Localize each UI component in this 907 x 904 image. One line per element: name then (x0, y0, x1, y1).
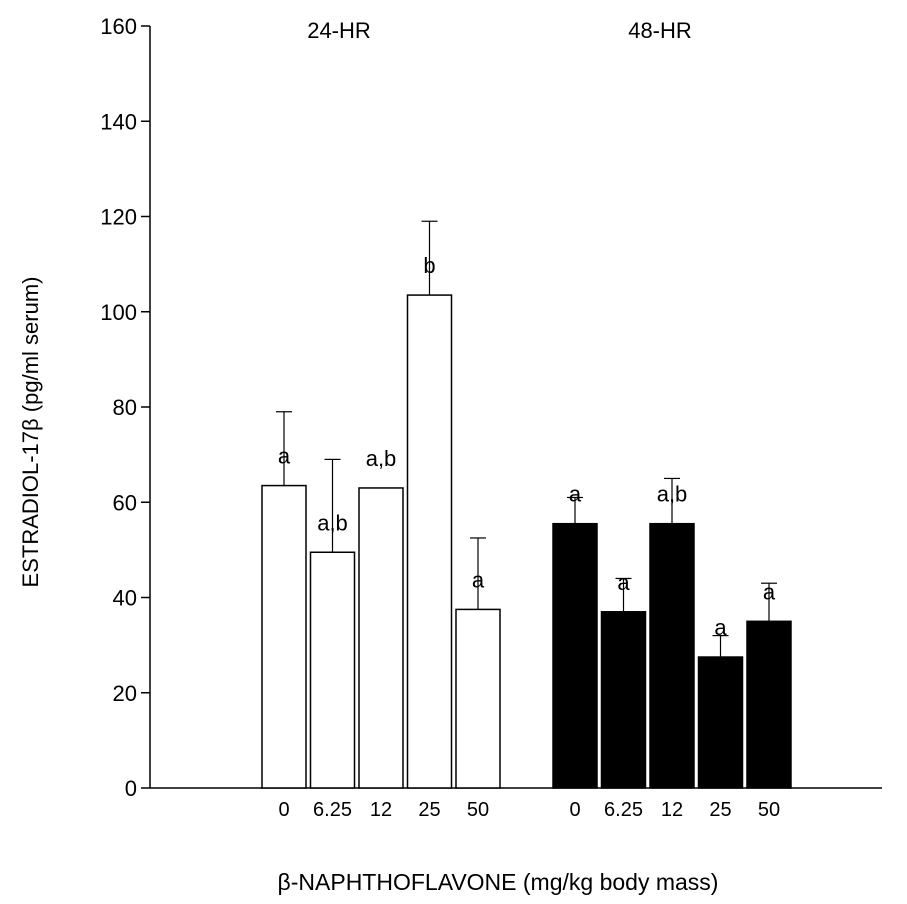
x-tick-label: 50 (467, 799, 489, 821)
bar (309, 551, 356, 789)
significance-letter: a,b (317, 510, 348, 535)
y-axis-label: ESTRADIOL-17β (pg/ml serum) (18, 277, 43, 588)
x-tick-label: 25 (709, 799, 731, 821)
significance-letter: a,b (366, 446, 397, 471)
x-tick-label: 12 (370, 799, 392, 821)
y-tick-label: 20 (113, 681, 137, 706)
bar (358, 487, 404, 789)
bar (552, 522, 598, 789)
significance-letter: a (569, 482, 582, 507)
bar (406, 294, 453, 789)
x-tick-label: 50 (758, 799, 780, 821)
bar (455, 608, 501, 789)
group-label: 24-HR (307, 18, 371, 43)
significance-letter: a (472, 567, 485, 592)
significance-letter: a (763, 579, 776, 604)
bar (697, 656, 744, 789)
x-tick-label: 0 (278, 799, 289, 821)
significance-letter: a (714, 615, 727, 640)
y-tick-label: 140 (100, 109, 137, 134)
bars (261, 220, 792, 789)
bar (649, 522, 695, 789)
significance-letter: a (617, 570, 630, 595)
y-tick-label: 60 (113, 490, 137, 515)
significance-letter: a (278, 444, 291, 469)
significance-letter: b (423, 253, 435, 278)
x-tick-label: 25 (418, 799, 440, 821)
y-tick-label: 40 (113, 586, 137, 611)
group-label: 48-HR (628, 18, 692, 43)
x-axis-label: β-NAPHTHOFLAVONE (mg/kg body mass) (278, 869, 719, 895)
x-tick-label: 6.25 (313, 799, 352, 821)
bar (746, 620, 792, 789)
y-tick-label: 160 (100, 14, 137, 39)
x-tick-label: 0 (569, 799, 580, 821)
y-tick-label: 80 (113, 395, 137, 420)
x-tick-label: 12 (661, 799, 683, 821)
bar (261, 484, 307, 789)
y-tick-label: 120 (100, 205, 137, 230)
y-tick-label: 100 (100, 300, 137, 325)
y-tick-label: 0 (125, 776, 137, 801)
significance-letter: a,b (657, 482, 688, 507)
x-tick-label: 6.25 (604, 799, 643, 821)
labels: 24-HR a 0 a,b 6.25 a,b 12 b 25 a 50 48-HR a 0 a 6.25 a,b… (278, 18, 780, 821)
bar (600, 611, 647, 789)
